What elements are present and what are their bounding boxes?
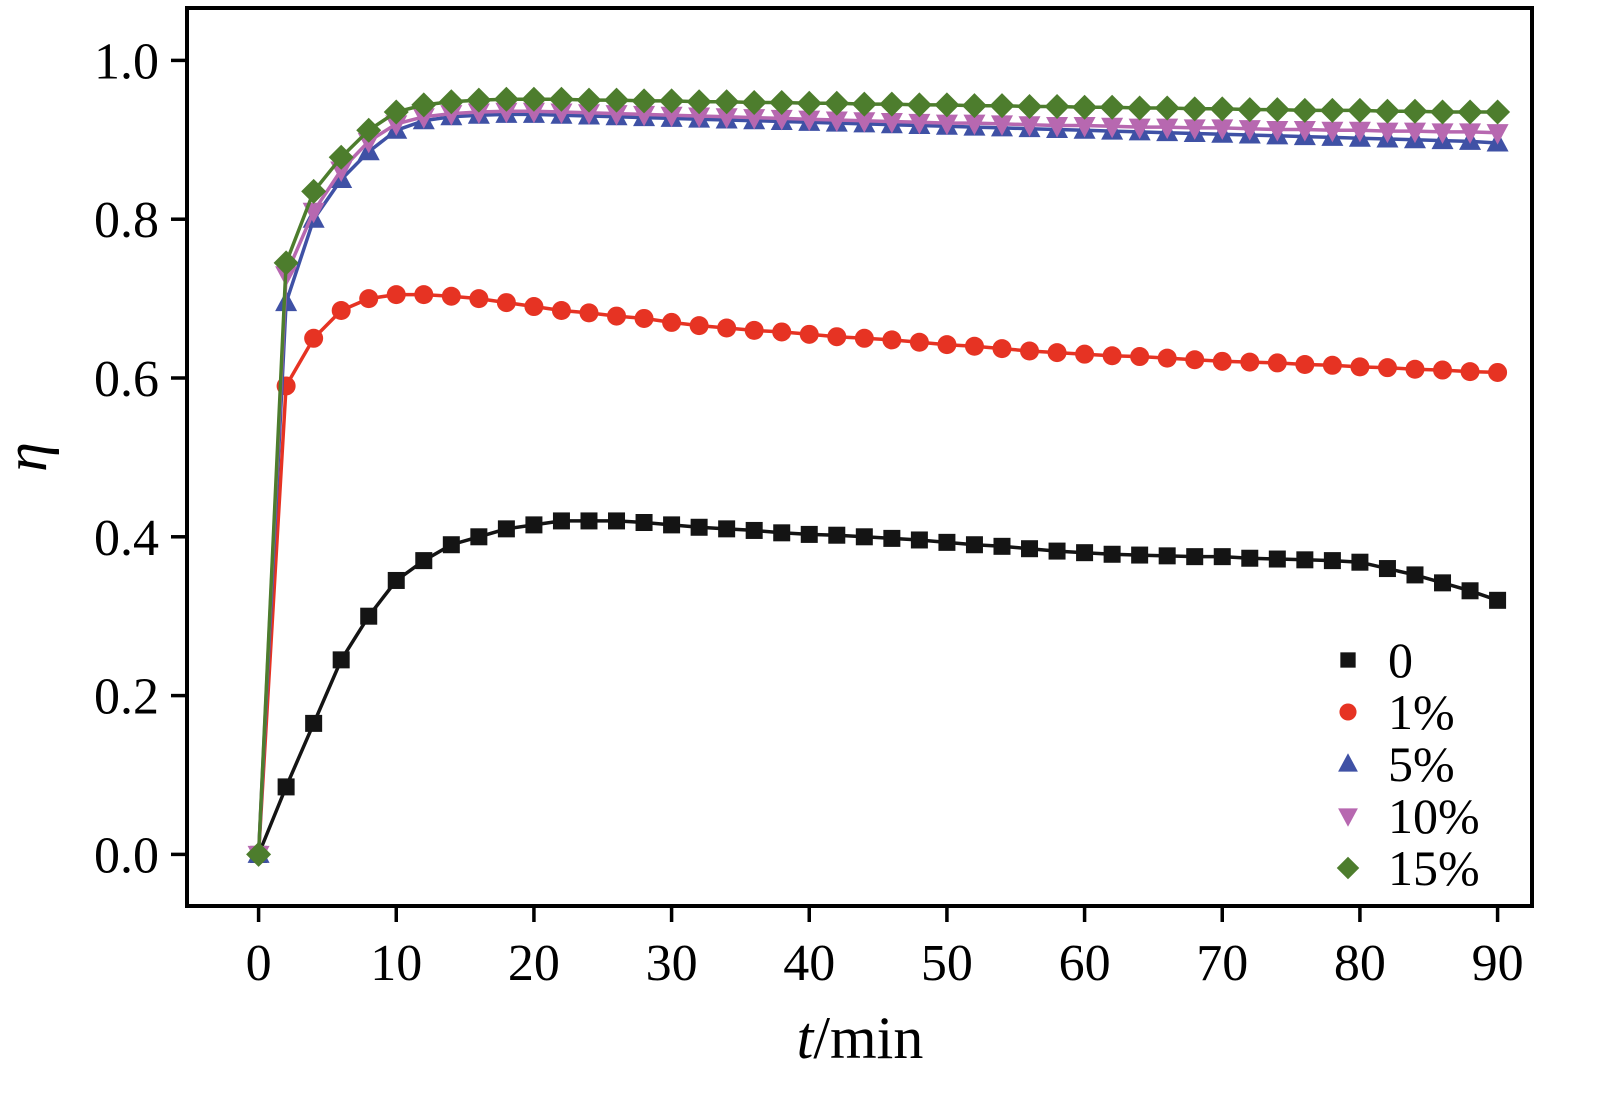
x-tick-label: 80 bbox=[1334, 935, 1386, 992]
legend-label: 0 bbox=[1388, 632, 1413, 688]
x-tick-label: 70 bbox=[1196, 935, 1248, 992]
legend-item-5%: 5% bbox=[1338, 736, 1455, 792]
x-tick-label: 20 bbox=[508, 935, 560, 992]
y-tick-label: 0.8 bbox=[94, 192, 159, 249]
series-5% bbox=[247, 102, 1509, 863]
legend: 01%5%10%15% bbox=[1336, 632, 1480, 896]
series-1% bbox=[249, 285, 1508, 864]
axes-layer: 0 10 20 30 40 50 60 70 80 90 0.0 0.2 0.4 0.6 0.8 1.0 bbox=[94, 6, 1534, 992]
y-tick-label: 0.2 bbox=[94, 669, 159, 726]
series-10% bbox=[247, 102, 1509, 867]
legend-label: 1% bbox=[1388, 684, 1455, 740]
legend-label: 10% bbox=[1388, 788, 1480, 844]
y-tick-label: 0.4 bbox=[94, 510, 159, 567]
legend-label: 5% bbox=[1388, 736, 1455, 792]
x-tick-label: 10 bbox=[370, 935, 422, 992]
y-tick-label: 1.0 bbox=[94, 33, 159, 90]
series-15% bbox=[246, 86, 1511, 867]
legend-item-0: 0 bbox=[1340, 632, 1413, 688]
y-tick-label: 0.0 bbox=[94, 827, 159, 884]
x-tick-label: 50 bbox=[921, 935, 973, 992]
x-tick-label: 90 bbox=[1472, 935, 1524, 992]
series-layer bbox=[246, 86, 1511, 867]
x-tick-label: 60 bbox=[1059, 935, 1111, 992]
legend-item-10%: 10% bbox=[1338, 788, 1480, 844]
x-tick-label: 30 bbox=[646, 935, 698, 992]
plot-frame bbox=[185, 6, 1534, 908]
legend-label: 15% bbox=[1388, 840, 1480, 896]
y-tick-label: 0.6 bbox=[94, 351, 159, 408]
x-axis-label: t/min bbox=[797, 1005, 924, 1071]
series-0 bbox=[250, 512, 1507, 863]
y-axis-label: η bbox=[0, 442, 59, 472]
x-tick-label: 0 bbox=[246, 935, 272, 992]
x-tick-label: 40 bbox=[783, 935, 835, 992]
legend-item-1%: 1% bbox=[1339, 684, 1455, 740]
legend-item-15%: 15% bbox=[1336, 840, 1480, 896]
